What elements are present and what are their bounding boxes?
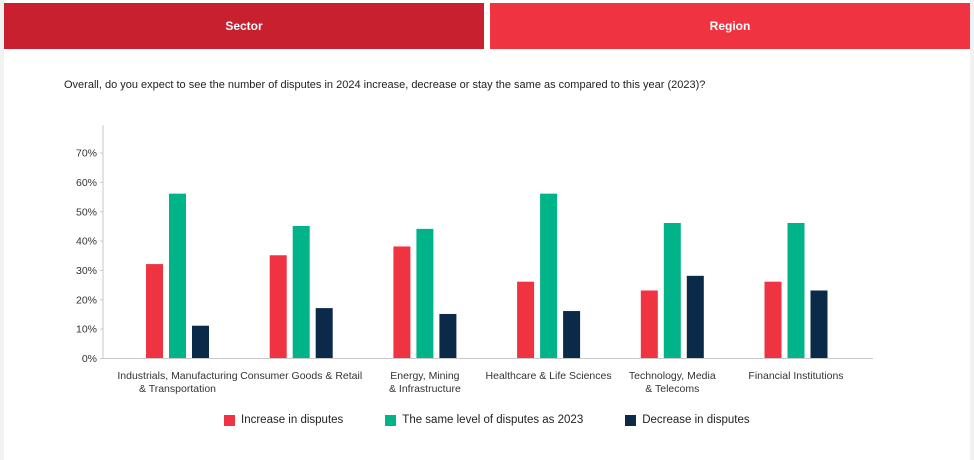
- bar: [269, 255, 287, 358]
- bar: [517, 281, 535, 358]
- bar: [540, 193, 558, 358]
- x-category-label: Energy, Mining: [390, 370, 459, 382]
- bar: [416, 228, 434, 358]
- y-tick-label: 60%: [76, 177, 97, 189]
- bar: [439, 313, 457, 358]
- bar: [764, 281, 782, 358]
- x-category-label: Healthcare & Life Sciences: [486, 370, 612, 382]
- tab-sector-label: Sector: [225, 19, 263, 33]
- legend-swatch-increase: [224, 414, 235, 426]
- y-tick-label: 20%: [76, 294, 97, 306]
- bar: [810, 290, 828, 358]
- legend-item-increase[interactable]: Increase in disputes: [224, 414, 343, 426]
- bar: [663, 222, 681, 358]
- y-tick-label: 40%: [76, 236, 97, 248]
- x-category-label: & Telecoms: [645, 383, 699, 395]
- tab-sector[interactable]: Sector: [4, 3, 484, 49]
- bar: [787, 222, 805, 358]
- legend-label-same: The same level of disputes as 2023: [402, 414, 584, 426]
- chart-panel: [4, 0, 970, 460]
- bar: [563, 311, 581, 358]
- y-tick-label: 30%: [76, 265, 97, 277]
- x-category-label: & Infrastructure: [389, 383, 461, 395]
- bar: [192, 325, 209, 358]
- bar: [315, 308, 333, 358]
- tab-region-label: Region: [709, 19, 751, 33]
- question-text: Overall, do you expect to see the number…: [64, 79, 706, 91]
- bar: [169, 193, 186, 358]
- y-tick-label: 70%: [76, 148, 97, 160]
- bar: [146, 264, 163, 358]
- legend-swatch-decrease: [625, 414, 637, 426]
- x-category-label: Financial Institutions: [748, 370, 843, 382]
- legend-label-decrease: Decrease in disputes: [642, 414, 750, 426]
- legend-item-same[interactable]: The same level of disputes as 2023: [385, 414, 583, 426]
- bar: [393, 246, 411, 358]
- y-tick-label: 10%: [76, 324, 97, 336]
- x-category-label: Technology, Media: [629, 370, 716, 382]
- bar: [686, 275, 704, 358]
- y-tick-label: 50%: [76, 206, 97, 218]
- legend: Increase in disputes The same level of d…: [224, 414, 792, 426]
- tab-region[interactable]: Region: [490, 3, 970, 49]
- bar: [640, 290, 658, 358]
- legend-label-increase: Increase in disputes: [241, 414, 344, 426]
- legend-swatch-same: [385, 414, 397, 426]
- bar: [292, 225, 310, 358]
- legend-item-decrease[interactable]: Decrease in disputes: [625, 414, 750, 426]
- y-tick-label: 0%: [82, 353, 97, 365]
- x-category-label: Industrials, Manufacturing: [117, 370, 237, 382]
- x-category-label: & Transportation: [139, 383, 216, 395]
- x-category-label: Consumer Goods & Retail: [240, 370, 362, 382]
